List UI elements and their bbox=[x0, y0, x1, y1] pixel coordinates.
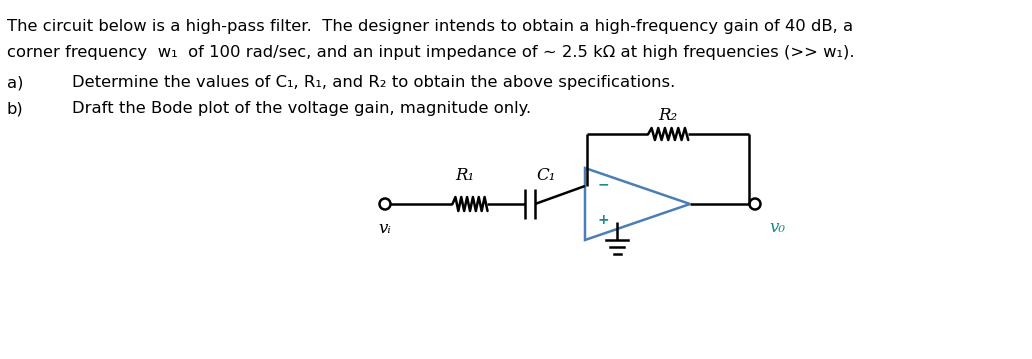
Text: R₂: R₂ bbox=[658, 107, 678, 124]
Text: C₁: C₁ bbox=[537, 167, 555, 184]
Text: R₁: R₁ bbox=[455, 167, 475, 184]
Text: a): a) bbox=[7, 75, 24, 90]
Text: corner frequency  w₁  of 100 rad/sec, and an input impedance of ∼ 2.5 kΩ at high: corner frequency w₁ of 100 rad/sec, and … bbox=[7, 46, 854, 61]
Text: vᵢ: vᵢ bbox=[379, 220, 391, 237]
Text: Determine the values of C₁, R₁, and R₂ to obtain the above specifications.: Determine the values of C₁, R₁, and R₂ t… bbox=[72, 75, 675, 90]
Text: The circuit below is a high-pass filter.  The designer intends to obtain a high-: The circuit below is a high-pass filter.… bbox=[7, 19, 853, 33]
Text: v₀: v₀ bbox=[769, 219, 785, 236]
Text: −: − bbox=[598, 177, 610, 191]
Text: Draft the Bode plot of the voltage gain, magnitude only.: Draft the Bode plot of the voltage gain,… bbox=[72, 102, 531, 117]
Text: b): b) bbox=[7, 102, 24, 117]
Text: +: + bbox=[598, 213, 610, 227]
